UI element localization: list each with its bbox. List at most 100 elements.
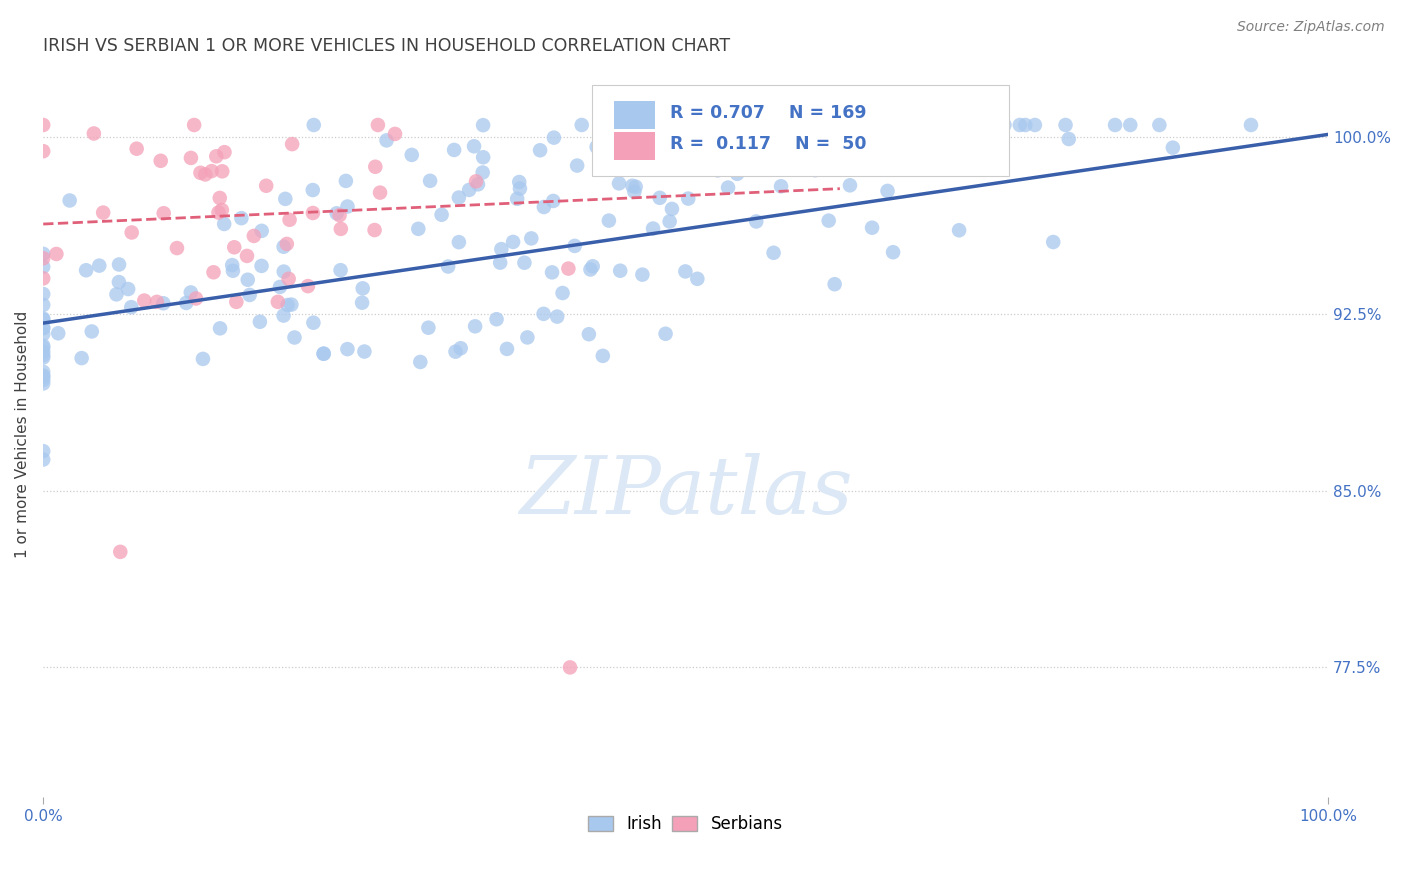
- Point: [817, 213, 839, 227]
- Point: [329, 263, 352, 277]
- Point: [571, 118, 593, 132]
- Point: [250, 259, 273, 273]
- Point: [302, 316, 325, 330]
- Point: [443, 143, 465, 157]
- Point: [472, 150, 495, 164]
- Point: [607, 177, 630, 191]
- Point: [551, 285, 574, 300]
- Point: [683, 150, 706, 164]
- Point: [105, 287, 128, 301]
- Point: [208, 191, 231, 205]
- Point: [80, 325, 103, 339]
- Point: [254, 178, 277, 193]
- Point: [250, 224, 273, 238]
- Point: [32, 298, 55, 312]
- Point: [32, 321, 55, 335]
- Point: [763, 145, 786, 160]
- Point: [32, 351, 55, 365]
- Point: [269, 280, 291, 294]
- Point: [221, 258, 243, 272]
- FancyBboxPatch shape: [592, 86, 1010, 176]
- Point: [277, 272, 299, 286]
- Point: [513, 256, 536, 270]
- Point: [592, 349, 614, 363]
- Point: [1057, 132, 1080, 146]
- Point: [281, 137, 304, 152]
- Point: [839, 178, 862, 193]
- Point: [108, 258, 131, 272]
- Point: [648, 191, 671, 205]
- Point: [408, 222, 430, 236]
- Point: [502, 235, 524, 249]
- Point: [1161, 141, 1184, 155]
- Point: [352, 281, 374, 295]
- Point: [59, 194, 82, 208]
- Point: [207, 205, 229, 219]
- Point: [243, 228, 266, 243]
- Point: [190, 166, 212, 180]
- Point: [375, 133, 398, 147]
- Point: [1149, 118, 1171, 132]
- Point: [325, 206, 347, 220]
- Point: [32, 320, 55, 334]
- Point: [533, 307, 555, 321]
- Point: [336, 200, 359, 214]
- Point: [463, 139, 485, 153]
- Point: [183, 118, 205, 132]
- Point: [32, 376, 55, 391]
- Text: R = 0.707    N = 169: R = 0.707 N = 169: [671, 103, 866, 122]
- Point: [32, 444, 55, 458]
- Point: [485, 312, 508, 326]
- Point: [367, 118, 389, 132]
- Point: [418, 320, 440, 334]
- Point: [717, 180, 740, 194]
- Point: [384, 127, 406, 141]
- Point: [1240, 118, 1263, 132]
- Text: ZIPatlas: ZIPatlas: [519, 453, 852, 531]
- Point: [297, 279, 319, 293]
- Point: [32, 260, 55, 274]
- Point: [430, 208, 453, 222]
- Point: [335, 174, 357, 188]
- Point: [329, 208, 352, 222]
- Point: [506, 192, 529, 206]
- Point: [83, 127, 105, 141]
- Point: [876, 184, 898, 198]
- Point: [465, 174, 488, 188]
- Point: [516, 330, 538, 344]
- Point: [471, 165, 494, 179]
- Point: [419, 174, 441, 188]
- Point: [725, 167, 748, 181]
- Point: [32, 311, 55, 326]
- Point: [661, 202, 683, 216]
- Y-axis label: 1 or more Vehicles in Household: 1 or more Vehicles in Household: [15, 310, 30, 558]
- Point: [1008, 118, 1031, 132]
- Point: [273, 309, 295, 323]
- Point: [329, 222, 352, 236]
- Point: [585, 140, 607, 154]
- Point: [194, 168, 217, 182]
- Point: [579, 262, 602, 277]
- Point: [578, 327, 600, 342]
- Point: [32, 252, 55, 266]
- Point: [546, 310, 568, 324]
- Point: [654, 326, 676, 341]
- Point: [277, 298, 299, 312]
- Point: [174, 296, 197, 310]
- Point: [472, 118, 495, 132]
- Point: [824, 277, 846, 292]
- Point: [224, 240, 246, 254]
- Point: [301, 183, 323, 197]
- Point: [278, 212, 301, 227]
- Point: [1054, 118, 1077, 132]
- Point: [804, 163, 827, 178]
- Point: [609, 264, 631, 278]
- Point: [520, 231, 543, 245]
- Point: [496, 342, 519, 356]
- Point: [32, 144, 55, 158]
- Point: [184, 292, 207, 306]
- Point: [631, 268, 654, 282]
- Point: [32, 344, 55, 359]
- Point: [276, 236, 298, 251]
- Point: [1042, 235, 1064, 249]
